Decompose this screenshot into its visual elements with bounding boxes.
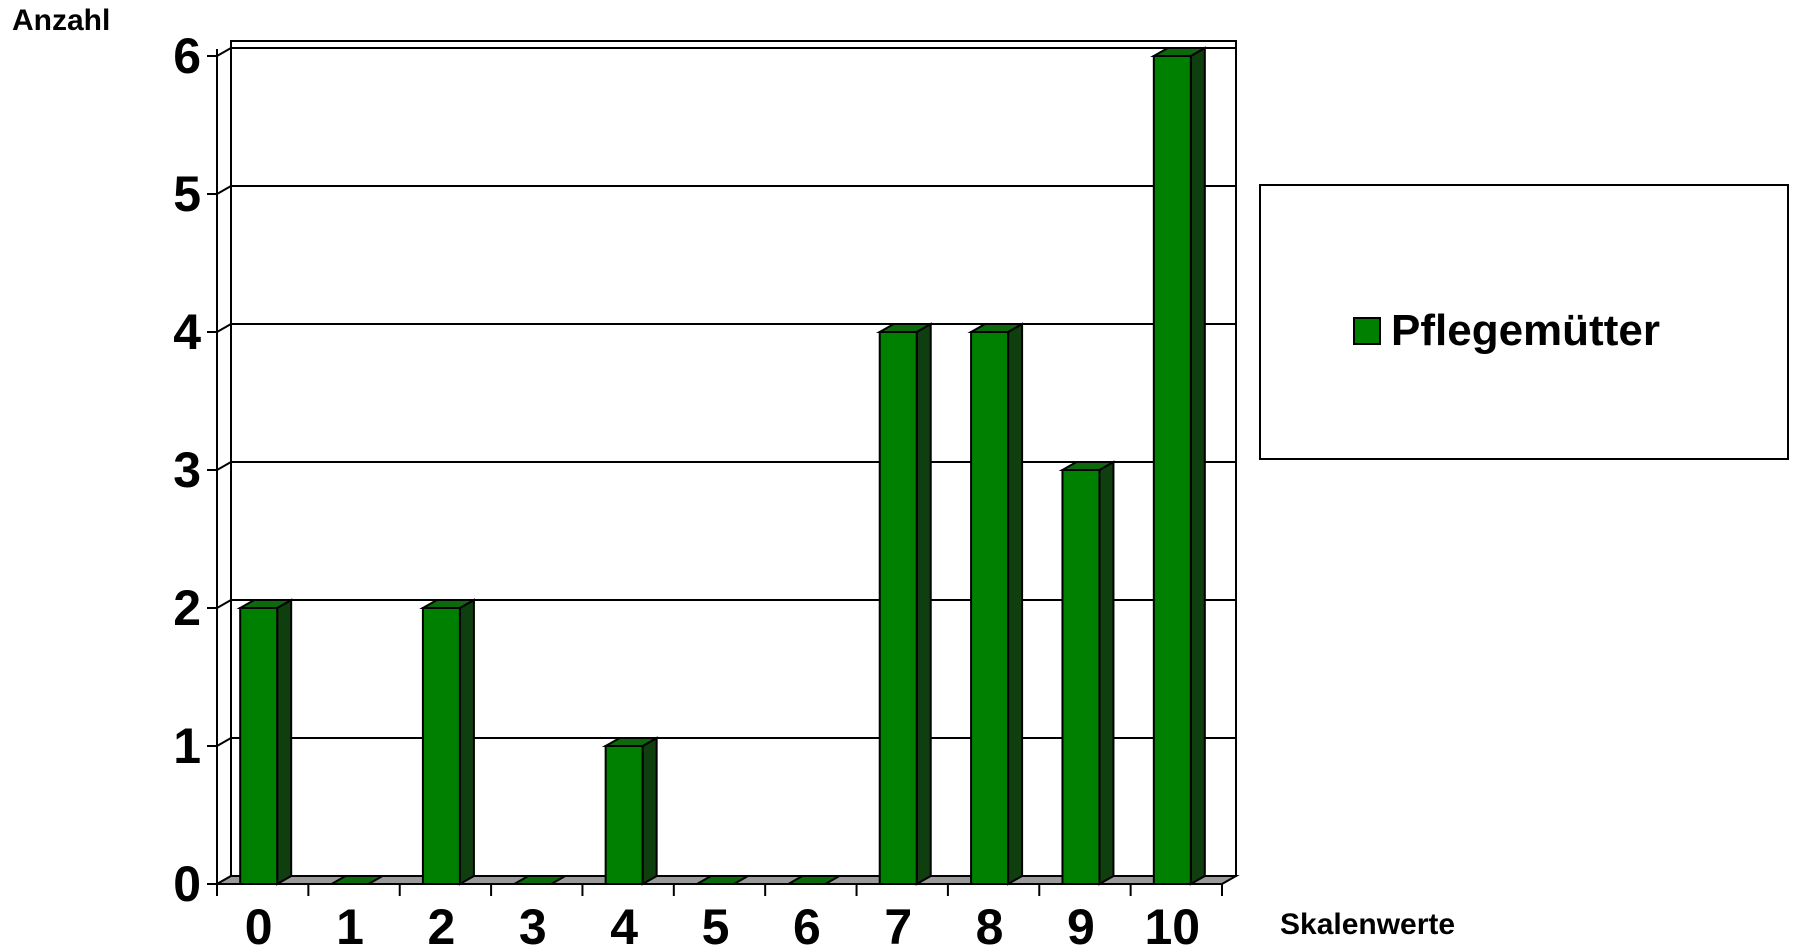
x-tick-label: 6 xyxy=(793,899,821,952)
side-wall-gridline xyxy=(216,185,232,195)
gridlines xyxy=(216,40,1237,885)
bar-front xyxy=(421,607,461,885)
side-wall-gridline xyxy=(216,599,232,609)
bar-front xyxy=(1061,469,1101,885)
bar-side xyxy=(1007,322,1024,886)
y-tick-label: 2 xyxy=(173,580,201,636)
bar xyxy=(693,875,752,885)
bar xyxy=(419,598,478,886)
bar xyxy=(784,875,844,885)
x-tick-label: 7 xyxy=(884,899,912,952)
bars xyxy=(236,46,1209,886)
legend-label: Pflegemütter xyxy=(1391,306,1660,355)
bar xyxy=(327,875,387,885)
bar-front xyxy=(878,331,918,885)
bar xyxy=(875,322,935,886)
bar xyxy=(236,598,295,886)
y-axis-label: Anzahl xyxy=(12,4,111,37)
bar xyxy=(1058,460,1118,886)
x-tick-label: 0 xyxy=(245,899,273,952)
legend: Pflegemütter xyxy=(1259,184,1789,460)
x-tick-label: 3 xyxy=(519,899,547,952)
side-wall-gridline xyxy=(216,737,232,747)
legend-item: Pflegemütter xyxy=(1353,306,1660,356)
bar-top xyxy=(693,875,752,885)
bar-front xyxy=(604,745,644,885)
bar-side xyxy=(276,598,293,886)
x-axis-label: Skalenwerte xyxy=(1280,908,1456,941)
tick-labels: 0 1 2 3 4 5 6 0 1 2 3 4 5 6 7 8 9 10 xyxy=(173,28,1200,952)
bar-top xyxy=(327,875,387,885)
bar-side xyxy=(915,322,932,886)
bar-side xyxy=(641,736,658,886)
legend-swatch xyxy=(1353,317,1381,345)
x-tick-label: 2 xyxy=(428,899,456,952)
side-wall-gridline xyxy=(216,461,232,471)
side-wall-gridline xyxy=(216,323,232,333)
y-tick-label: 4 xyxy=(173,304,201,360)
bar-side xyxy=(1189,46,1206,886)
bar-top xyxy=(510,875,570,885)
bar xyxy=(510,875,570,885)
x-tick-label: 4 xyxy=(610,899,638,952)
x-tick-label: 1 xyxy=(336,899,364,952)
bar xyxy=(601,736,661,886)
bar-side xyxy=(458,598,475,886)
y-tick-label: 0 xyxy=(173,856,201,912)
y-tick-label: 6 xyxy=(173,28,201,84)
bar xyxy=(1150,46,1209,886)
x-tick-label: 8 xyxy=(976,899,1004,952)
x-tick-label: 5 xyxy=(702,899,730,952)
x-tick-label: 9 xyxy=(1067,899,1095,952)
y-tick-label: 3 xyxy=(173,442,201,498)
y-tick-label: 5 xyxy=(173,166,201,222)
bar-front xyxy=(239,607,279,885)
side-wall-gridline xyxy=(216,47,232,57)
bar xyxy=(967,322,1026,886)
y-tick-label: 1 xyxy=(173,718,201,774)
bar-top xyxy=(784,875,844,885)
bar-side xyxy=(1098,460,1115,886)
x-tick-label: 10 xyxy=(1145,899,1201,952)
bar-front xyxy=(1152,55,1192,885)
bar-front xyxy=(970,331,1010,885)
